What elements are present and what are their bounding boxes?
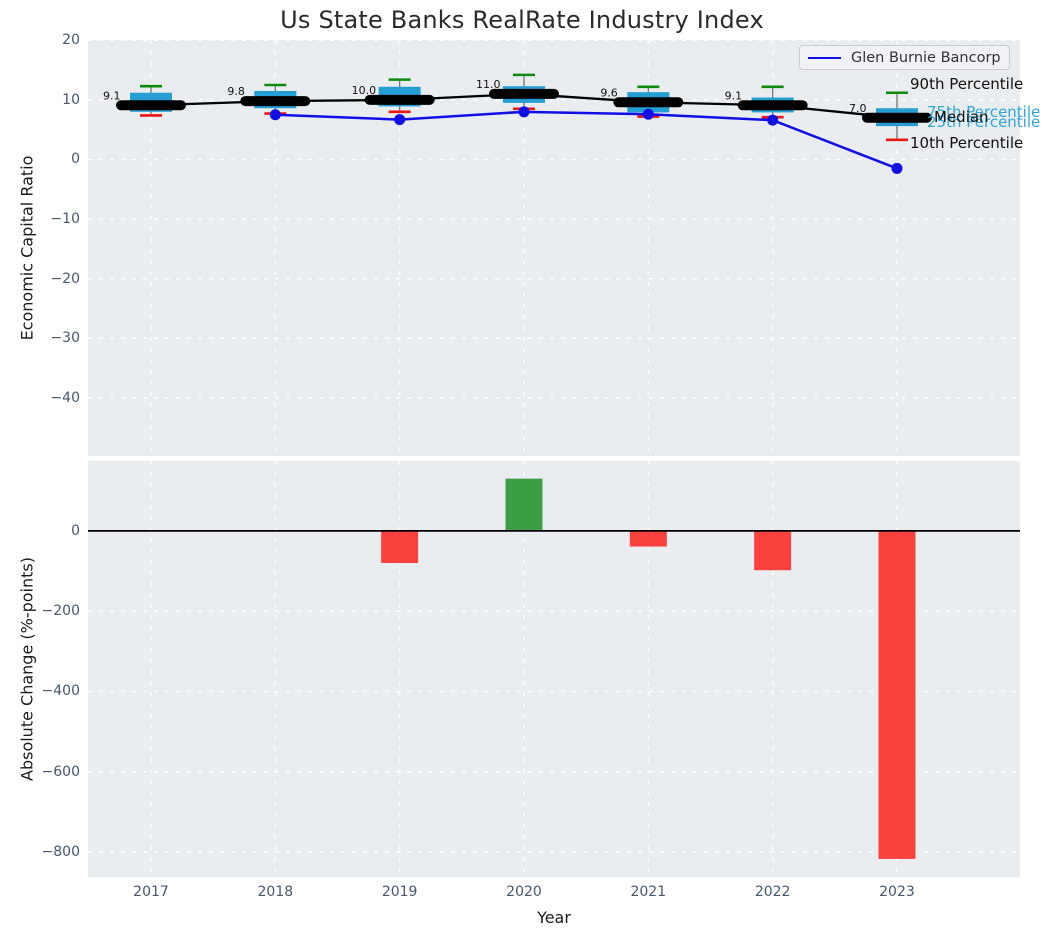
legend: Glen Burnie Bancorp — [799, 45, 1010, 70]
top-y-tick-label: −40 — [50, 389, 80, 406]
bar-canvas — [88, 461, 1020, 877]
bottom-y-tick-label: −600 — [41, 763, 80, 780]
top-plot: 9.1 9.8 10.0 11.0 9.6 9.1 7.0 — [88, 40, 1020, 456]
median-value-label: 9.1 — [725, 89, 743, 102]
x-tick-label: 2021 — [630, 884, 667, 900]
annotation-90th-percentile: 90th Percentile — [910, 75, 1024, 93]
top-y-axis-label: Economic Capital Ratio — [17, 155, 37, 341]
median-value-label: 10.0 — [352, 84, 377, 97]
annotation-25th-percentile: 25th Percentile — [927, 113, 1041, 131]
bar-negative — [629, 530, 667, 547]
bar-negative — [754, 530, 792, 571]
annotation-10th-percentile: 10th Percentile — [910, 134, 1024, 152]
x-tick-label: 2022 — [754, 884, 791, 900]
legend-label: Glen Burnie Bancorp — [851, 49, 1001, 66]
chart-title: Us State Banks RealRate Industry Index — [280, 6, 764, 34]
median-value-label: 7.0 — [849, 102, 867, 115]
x-tick-label: 2019 — [381, 884, 418, 900]
median-value-label: 9.8 — [227, 85, 245, 98]
company-line — [275, 110, 898, 170]
top-y-tick-label: 10 — [62, 91, 80, 108]
bottom-y-tick-label: 0 — [71, 522, 80, 539]
company-point — [394, 114, 406, 126]
top-y-tick-label: 20 — [62, 32, 80, 49]
bottom-y-axis-label: Absolute Change (%-points) — [17, 557, 37, 781]
bottom-plot — [88, 461, 1020, 877]
bar-positive — [505, 478, 543, 531]
company-point — [891, 162, 903, 174]
median-value-label: 9.1 — [103, 89, 121, 102]
legend-line-icon — [808, 56, 841, 59]
boxplot-canvas: 9.1 9.8 10.0 11.0 9.6 9.1 7.0 — [88, 40, 1020, 456]
top-y-tick-label: −10 — [50, 211, 80, 228]
annotation-75th-percentile: 75th Percentile — [927, 103, 1041, 121]
bottom-y-tick-label: −400 — [41, 683, 80, 700]
top-y-tick-label: −30 — [50, 330, 80, 347]
x-tick-label: 2023 — [879, 884, 915, 900]
top-y-tick-label: 0 — [71, 151, 80, 168]
company-point — [269, 109, 281, 121]
bottom-y-tick-label: −800 — [41, 844, 80, 861]
x-axis-label: Year — [537, 908, 571, 927]
company-point — [767, 114, 779, 126]
company-point — [518, 106, 530, 118]
annotation-median: Median — [934, 108, 989, 126]
company-point — [642, 108, 654, 120]
x-tick-label: 2017 — [133, 884, 169, 900]
x-tick-label: 2020 — [506, 884, 542, 900]
median-value-label: 9.6 — [600, 86, 618, 99]
top-y-tick-label: −20 — [50, 270, 80, 287]
bar-negative — [878, 530, 916, 859]
x-tick-label: 2018 — [257, 884, 294, 900]
bar-negative — [381, 530, 419, 563]
bottom-y-tick-label: −200 — [41, 603, 80, 620]
median-value-label: 11.0 — [476, 78, 501, 91]
